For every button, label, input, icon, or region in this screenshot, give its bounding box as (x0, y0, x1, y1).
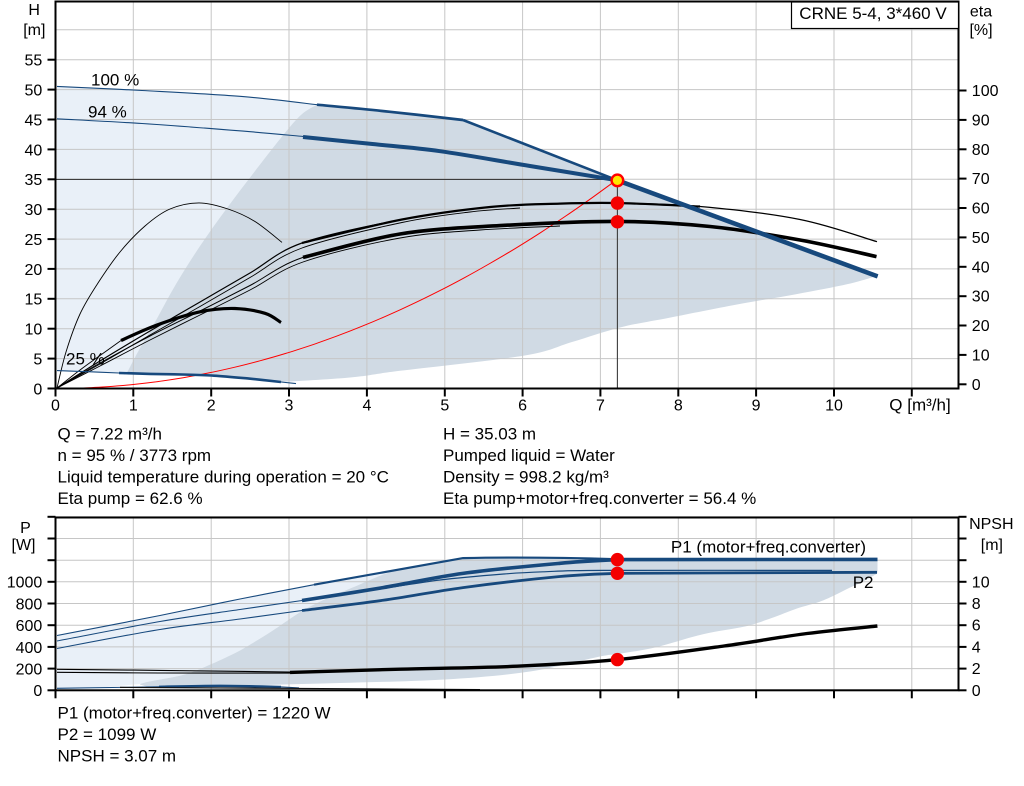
svg-text:4: 4 (362, 398, 371, 415)
svg-text:40: 40 (25, 142, 43, 159)
svg-text:400: 400 (16, 640, 43, 657)
svg-text:800: 800 (16, 596, 43, 613)
svg-text:3: 3 (285, 398, 294, 415)
svg-text:90: 90 (972, 112, 990, 129)
svg-text:0: 0 (51, 398, 60, 415)
svg-text:9: 9 (752, 398, 761, 415)
svg-text:100: 100 (972, 83, 999, 100)
svg-text:4: 4 (972, 639, 981, 656)
svg-text:[%]: [%] (969, 22, 992, 39)
svg-text:8: 8 (674, 398, 683, 415)
svg-text:55: 55 (25, 53, 43, 70)
svg-text:H: H (28, 2, 40, 19)
svg-text:5: 5 (440, 398, 449, 415)
svg-text:P: P (20, 520, 31, 537)
svg-text:P1 (motor+freq.converter) = 12: P1 (motor+freq.converter) = 1220 W (58, 704, 331, 723)
svg-text:5: 5 (33, 352, 42, 369)
svg-text:[W]: [W] (12, 537, 36, 554)
svg-text:Liquid temperature during oper: Liquid temperature during operation = 20… (58, 468, 389, 487)
svg-text:94 %: 94 % (88, 102, 127, 121)
svg-text:20: 20 (25, 262, 43, 279)
svg-text:40: 40 (972, 259, 990, 276)
svg-text:30: 30 (972, 289, 990, 306)
svg-text:NPSH: NPSH (969, 516, 1013, 533)
svg-text:Pumped liquid = Water: Pumped liquid = Water (443, 446, 615, 465)
svg-text:25: 25 (25, 232, 43, 249)
svg-text:35: 35 (25, 172, 43, 189)
svg-text:0: 0 (33, 683, 42, 700)
svg-text:6: 6 (518, 398, 527, 415)
svg-text:1: 1 (129, 398, 138, 415)
svg-text:10: 10 (972, 574, 990, 591)
svg-text:60: 60 (972, 201, 990, 218)
svg-text:0: 0 (972, 683, 981, 700)
svg-text:80: 80 (972, 142, 990, 159)
svg-text:0: 0 (33, 381, 42, 398)
svg-text:H = 35.03 m: H = 35.03 m (443, 425, 536, 444)
svg-text:20: 20 (972, 318, 990, 335)
svg-text:600: 600 (16, 618, 43, 635)
svg-text:Eta pump+motor+freq.converter: Eta pump+motor+freq.converter = 56.4 % (443, 489, 756, 508)
svg-text:10: 10 (25, 322, 43, 339)
svg-text:0: 0 (972, 377, 981, 394)
svg-text:15: 15 (25, 292, 43, 309)
svg-text:n = 95 % / 3773 rpm: n = 95 % / 3773 rpm (58, 446, 212, 465)
svg-text:2: 2 (972, 661, 981, 678)
svg-text:P2: P2 (853, 573, 874, 592)
svg-text:50: 50 (25, 83, 43, 100)
svg-text:CRNE 5-4, 3*460 V: CRNE 5-4, 3*460 V (799, 4, 947, 23)
svg-text:[m]: [m] (23, 22, 45, 39)
svg-text:1000: 1000 (7, 575, 43, 592)
svg-text:P2 = 1099 W: P2 = 1099 W (58, 725, 157, 744)
svg-text:6: 6 (972, 618, 981, 635)
svg-text:P1 (motor+freq.converter): P1 (motor+freq.converter) (671, 538, 866, 557)
svg-text:Q [m³/h]: Q [m³/h] (889, 396, 950, 415)
svg-text:100 %: 100 % (91, 71, 139, 90)
svg-text:200: 200 (16, 662, 43, 679)
svg-text:Eta pump = 62.6 %: Eta pump = 62.6 % (58, 489, 203, 508)
svg-text:70: 70 (972, 171, 990, 188)
svg-text:Density = 998.2 kg/m³: Density = 998.2 kg/m³ (443, 468, 609, 487)
svg-text:45: 45 (25, 112, 43, 129)
svg-text:30: 30 (25, 202, 43, 219)
svg-text:eta: eta (970, 4, 992, 21)
svg-text:8: 8 (972, 596, 981, 613)
svg-text:2: 2 (207, 398, 216, 415)
svg-text:10: 10 (972, 347, 990, 364)
svg-text:Q = 7.22 m³/h: Q = 7.22 m³/h (58, 425, 162, 444)
svg-text:50: 50 (972, 230, 990, 247)
svg-text:10: 10 (825, 398, 843, 415)
svg-text:NPSH = 3.07 m: NPSH = 3.07 m (58, 746, 177, 765)
svg-text:7: 7 (596, 398, 605, 415)
svg-text:25 %: 25 % (66, 350, 105, 369)
svg-text:[m]: [m] (981, 537, 1003, 554)
